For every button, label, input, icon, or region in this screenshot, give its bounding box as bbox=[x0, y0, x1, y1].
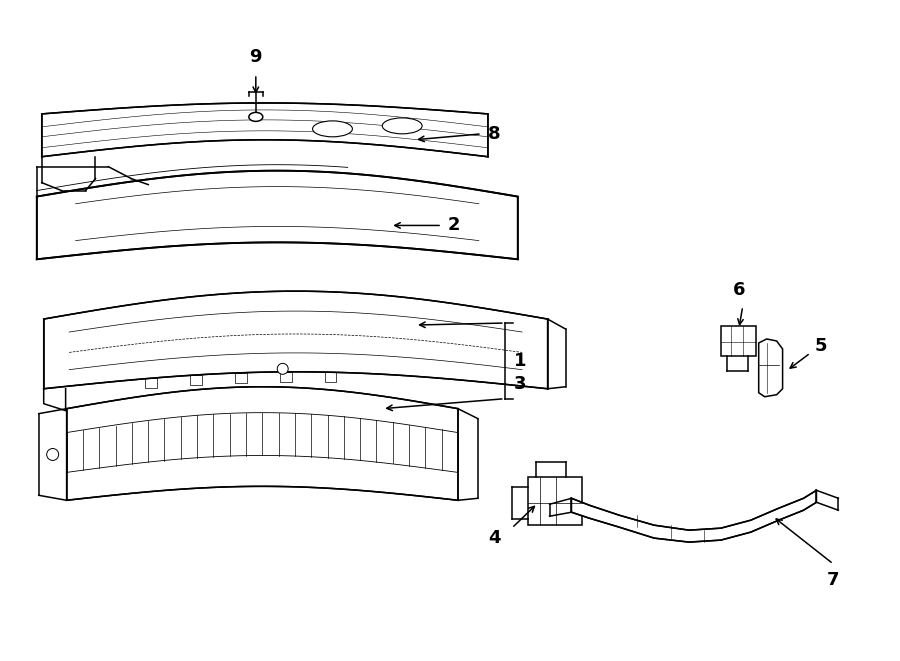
Polygon shape bbox=[527, 477, 582, 525]
Text: 3: 3 bbox=[514, 375, 526, 393]
Ellipse shape bbox=[248, 112, 263, 122]
Polygon shape bbox=[41, 103, 488, 157]
Polygon shape bbox=[721, 326, 756, 356]
Polygon shape bbox=[759, 339, 783, 397]
Ellipse shape bbox=[382, 118, 422, 134]
Polygon shape bbox=[37, 171, 517, 259]
Circle shape bbox=[277, 364, 288, 374]
Text: 9: 9 bbox=[249, 48, 262, 66]
Text: 2: 2 bbox=[448, 216, 461, 235]
Polygon shape bbox=[572, 490, 816, 542]
Polygon shape bbox=[44, 291, 547, 389]
Text: 7: 7 bbox=[827, 571, 840, 589]
Text: 8: 8 bbox=[488, 125, 500, 143]
Text: 5: 5 bbox=[814, 337, 827, 355]
Text: 1: 1 bbox=[514, 352, 526, 370]
Circle shape bbox=[47, 449, 58, 461]
Polygon shape bbox=[67, 387, 458, 500]
Text: 4: 4 bbox=[489, 529, 501, 547]
Ellipse shape bbox=[312, 121, 353, 137]
Text: 6: 6 bbox=[733, 281, 745, 299]
